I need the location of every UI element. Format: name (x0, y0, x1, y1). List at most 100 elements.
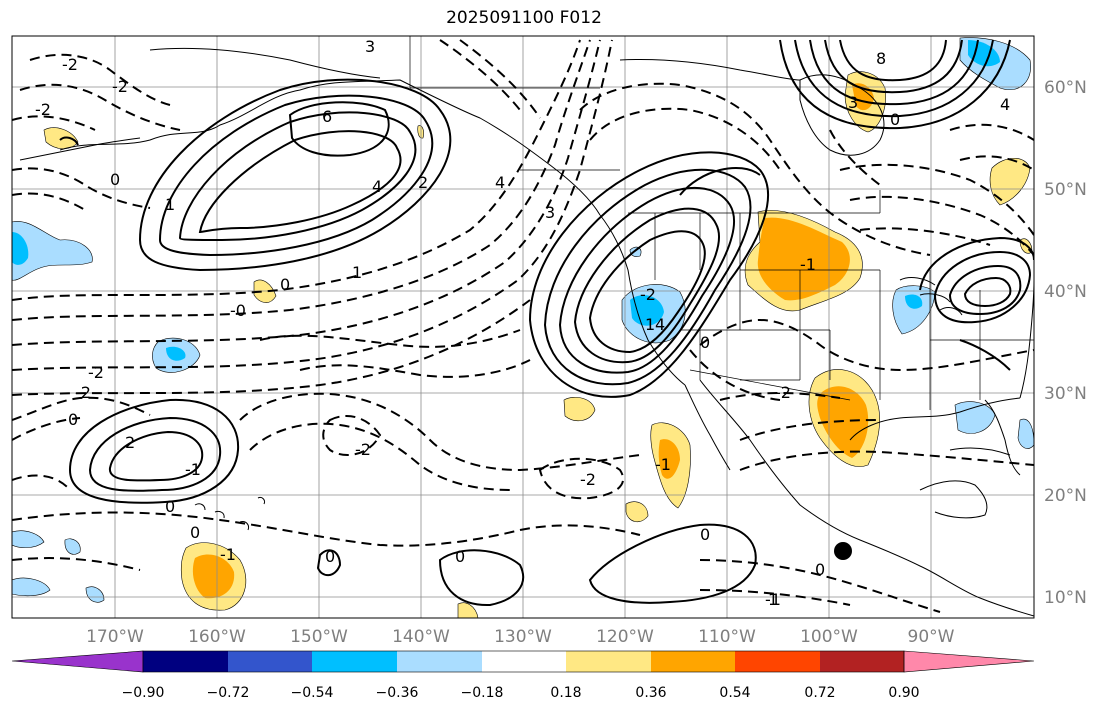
shade-blue-hawaii-north-core (166, 346, 186, 361)
shade-blue-great-lakes (892, 285, 936, 335)
contour-label: -1 (185, 460, 201, 479)
colorbar-segment (228, 651, 312, 672)
great-lakes (899, 277, 963, 316)
colorbar-tick-label: −0.54 (291, 685, 334, 701)
mexico-west-coast (699, 379, 1034, 617)
baja-coast (684, 384, 731, 471)
shade-orange-rockies (757, 217, 850, 301)
shade-blue-sw-1 (12, 530, 45, 548)
contour-label: -2 (75, 383, 91, 402)
contour-label: 0 (165, 497, 175, 516)
colorbar-segment (651, 651, 735, 672)
contour-label: 3 (545, 203, 555, 222)
lon-label: 170°W (86, 627, 144, 647)
contour-label: 0 (110, 170, 120, 189)
dashed-contours (12, 39, 1034, 613)
shade-orange-hawaii (192, 554, 235, 599)
colorbar-low-extension (11, 650, 144, 673)
colorbar-tick-label: −0.72 (207, 685, 250, 701)
colorbar-segment (820, 651, 904, 672)
contour-label: -2 (35, 100, 51, 119)
shade-yellow-quebec (989, 157, 1031, 206)
colorbar-segment (397, 651, 482, 672)
lat-label: 30°N (1044, 384, 1087, 404)
shade-yellow-pacific-4 (457, 602, 479, 618)
shade-blue-west-edge (12, 221, 93, 281)
contour-label: -1 (800, 255, 816, 274)
contour-label: -2 (640, 285, 656, 304)
colorbar-tick-label: −0.18 (461, 685, 504, 701)
lon-label: 150°W (290, 627, 348, 647)
contour-label: 0 (700, 525, 710, 544)
contour-label: 4 (1000, 95, 1010, 114)
florida (984, 399, 1021, 476)
cuba (949, 447, 1011, 456)
colorbar-tick-label: 0.36 (635, 685, 666, 701)
shade-blue-west-core (12, 232, 29, 265)
contour-label: 4 (655, 315, 665, 334)
graticule (12, 36, 1034, 618)
pacific-island (257, 497, 265, 505)
contour-label: -2 (88, 363, 104, 382)
contour-label: -1 (220, 545, 236, 564)
contour-labels: -2 -2 -2 -2 -2 -2 -2 -2 -2 -1 -1 -1 -1 -… (35, 37, 1010, 609)
solid-contours (59, 39, 1034, 607)
colorbar-tick-label: 0.90 (888, 685, 919, 701)
political-borders (409, 36, 1034, 410)
contour-label: 0 (890, 110, 900, 129)
bc-coast (599, 214, 686, 386)
yucatan (919, 480, 988, 519)
lat-label: 40°N (1044, 282, 1087, 302)
colorbar-tick-label: 0.72 (804, 685, 835, 701)
contour-label: 1 (645, 315, 655, 334)
colorbar-segment (143, 651, 228, 672)
shade-yellow-pacific-3 (625, 501, 649, 523)
colorbar-high-extension (903, 650, 1035, 673)
shade-orange-baja (658, 439, 680, 479)
contour-label: 4 (372, 177, 382, 196)
contour-label: 1 (165, 195, 175, 214)
aleutians (19, 137, 141, 161)
colorbar-segment (735, 651, 820, 672)
colorbar: −0.90 −0.72 −0.54 −0.36 −0.18 0.18 0.36 … (11, 650, 1035, 701)
lat-label: 50°N (1044, 180, 1087, 200)
gulf-coast (849, 397, 1021, 441)
contour-label: 0 (280, 275, 290, 294)
contour-label: -1 (765, 590, 781, 609)
shade-yellow-pacific-2 (563, 397, 596, 422)
contour-label: 1 (352, 263, 362, 282)
map-title: 2025091100 F012 (446, 8, 602, 28)
lat-label: 60°N (1044, 78, 1087, 98)
contour-label: 0 (815, 560, 825, 579)
shade-blue-sw-2 (64, 538, 81, 555)
lon-label: 110°W (698, 627, 756, 647)
colorbar-tick-label: −0.90 (122, 685, 165, 701)
contour-label: -2 (775, 383, 791, 402)
lon-label: 120°W (596, 627, 654, 647)
contour-label: -2 (112, 77, 128, 96)
contour-label: -2 (355, 440, 371, 459)
contour-label: -1 (655, 455, 671, 474)
contour-label: -2 (580, 470, 596, 489)
lon-label: 130°W (494, 627, 552, 647)
contour-label: 8 (876, 49, 886, 68)
shade-blue-sw-3 (12, 577, 51, 597)
colorbar-segment (566, 651, 651, 672)
lon-label: 100°W (800, 627, 858, 647)
hudson-bay (799, 74, 885, 156)
lon-label: 160°W (188, 627, 246, 647)
contour-label: 0 (325, 547, 335, 566)
canada-arctic (619, 58, 801, 81)
contour-label: 6 (322, 107, 332, 126)
contour-label: 0 (190, 523, 200, 542)
contour-label: 1 (768, 590, 778, 609)
longitude-labels: 170°W 160°W 150°W 140°W 130°W 120°W 110°… (86, 627, 955, 647)
shade-orange-texas (817, 386, 869, 458)
colorbar-tick-label: −0.36 (376, 685, 419, 701)
contour-label: -0 (230, 301, 246, 320)
colorbar-tick-label: 0.54 (719, 685, 750, 701)
contour-label: -2 (62, 55, 78, 74)
contour-label: 0 (700, 333, 710, 352)
alaska-north (149, 47, 381, 79)
